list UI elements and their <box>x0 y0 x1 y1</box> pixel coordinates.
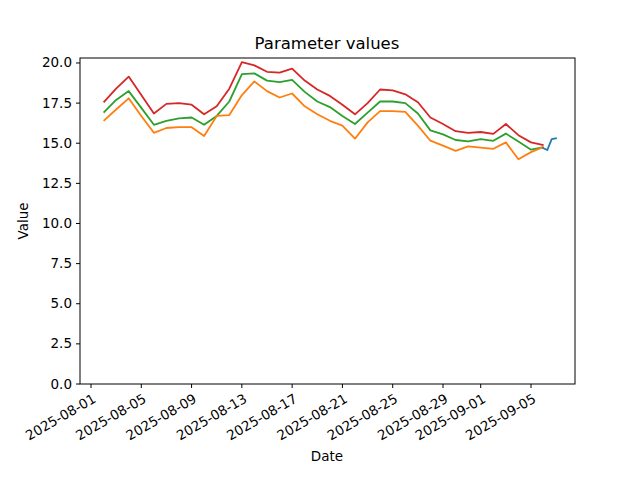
y-tick-label: 20.0 <box>42 54 72 70</box>
y-tick-label: 10.0 <box>42 215 72 231</box>
y-tick-label: 12.5 <box>42 175 72 191</box>
line-chart: Parameter values Date Value 0.0 2.5 5.0 7.5… <box>0 0 640 480</box>
y-tick-label: 17.5 <box>42 95 72 111</box>
y-axis-label: Value <box>15 202 31 239</box>
figure: Parameter values Date Value 0.0 2.5 5.0 7.5… <box>0 0 640 480</box>
chart-title: Parameter values <box>255 34 400 53</box>
y-tick-label: 7.5 <box>51 255 72 271</box>
y-tick-label: 5.0 <box>51 295 72 311</box>
green-line <box>104 73 544 149</box>
y-tick-label: 2.5 <box>51 335 72 351</box>
plot-area: 0.02.55.07.510.012.515.017.520.02025-08-… <box>23 54 575 443</box>
y-tick-label: 0.0 <box>51 376 72 392</box>
blue-line <box>542 138 557 150</box>
x-axis-label: Date <box>311 448 343 464</box>
y-tick-label: 15.0 <box>42 135 72 151</box>
